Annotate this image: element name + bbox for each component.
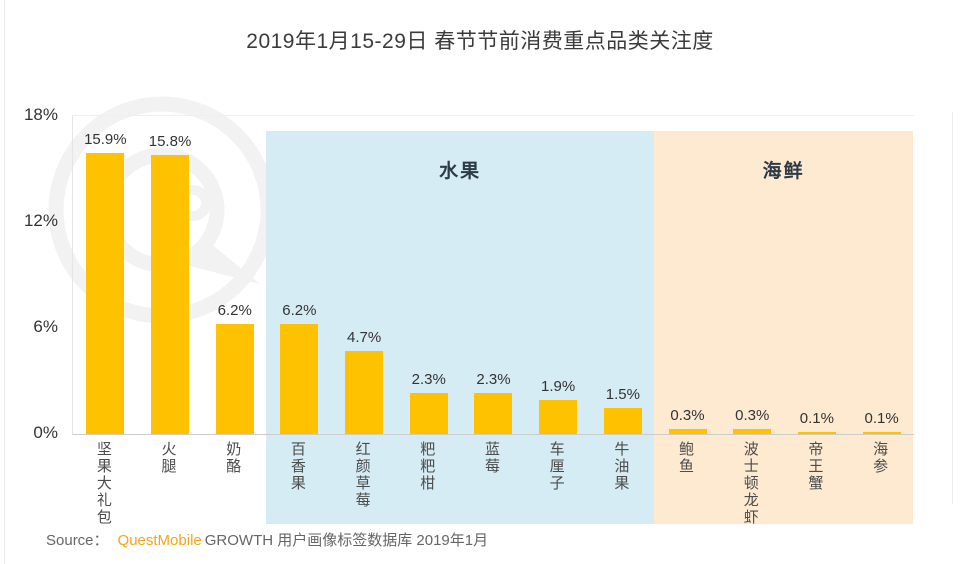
- bar-value-label: 0.1%: [799, 410, 834, 428]
- bar-column: 0.1%: [849, 116, 914, 434]
- category-label: 奶酪: [226, 441, 242, 475]
- category-label-cell: 百香果: [266, 441, 331, 526]
- category-label: 坚果大礼包: [96, 441, 112, 526]
- plot-area: 15.9% 15.8% 6.2% 6.2% 4.7% 2.3% 2.3% 1.9% 1.5% 0.…: [72, 115, 914, 435]
- source-prefix: Source：: [46, 532, 109, 549]
- category-label: 鲍鱼: [679, 441, 695, 475]
- bar-column: 0.1%: [785, 116, 850, 434]
- bar-value-label: 2.3%: [476, 371, 511, 389]
- bar-column: 0.3%: [655, 116, 720, 434]
- region-label: 水果: [439, 161, 482, 182]
- category-label-cell: 海参: [848, 441, 913, 526]
- y-tick-label: 12%: [23, 211, 58, 230]
- source-brand: QuestMobile: [117, 532, 202, 549]
- bar-column: 6.2%: [202, 116, 267, 434]
- bar: [409, 393, 448, 434]
- category-label: 蓝莓: [484, 441, 500, 475]
- plot-right-border: [952, 112, 953, 504]
- category-label-cell: 坚果大礼包: [72, 441, 137, 526]
- category-label: 火腿: [161, 441, 177, 475]
- bar-column: 4.7%: [332, 116, 397, 434]
- bar-column: 6.2%: [267, 116, 332, 434]
- bar-column: 15.8%: [138, 116, 203, 434]
- category-label-cell: 粑粑柑: [395, 441, 460, 526]
- category-label-cell: 火腿: [137, 441, 202, 526]
- bar-value-label: 1.5%: [605, 385, 640, 403]
- bar-column: 2.3%: [461, 116, 526, 434]
- bar: [862, 432, 901, 434]
- category-label-cell: 奶酪: [201, 441, 266, 526]
- bar: [86, 153, 125, 434]
- bar-column: 2.3%: [396, 116, 461, 434]
- source-suffix: GROWTH 用户画像标签数据库 2019年1月: [204, 532, 489, 549]
- bar: [733, 428, 772, 434]
- category-label: 粑粑柑: [420, 441, 436, 492]
- bar: [797, 432, 836, 434]
- bar-value-label: 15.8%: [148, 132, 192, 150]
- bar-column: 0.3%: [720, 116, 785, 434]
- y-tick-label: 6%: [33, 317, 58, 336]
- bar-value-label: 0.3%: [670, 406, 705, 424]
- y-tick-label: 18%: [23, 105, 58, 124]
- bar: [474, 393, 513, 434]
- category-label-cell: 帝王蟹: [784, 441, 849, 526]
- bar-value-label: 4.7%: [346, 328, 382, 346]
- page-left-border: [4, 0, 5, 564]
- category-label-cell: 车厘子: [525, 441, 590, 526]
- bar-value-label: 1.9%: [541, 378, 576, 396]
- bar: [345, 350, 384, 434]
- bar: [151, 154, 190, 434]
- region-band-1: 海鲜: [654, 131, 913, 524]
- bar: [280, 324, 319, 434]
- bar: [539, 400, 578, 434]
- bar-value-label: 6.2%: [217, 302, 252, 320]
- chart-title: 2019年1月15-29日 春节节前消费重点品类关注度: [246, 30, 714, 53]
- bar-value-label: 0.1%: [864, 410, 899, 428]
- bar-value-label: 0.3%: [735, 406, 770, 424]
- y-tick-label: 0%: [33, 423, 58, 442]
- region-label: 海鲜: [762, 161, 805, 182]
- bar-value-label: 2.3%: [411, 371, 446, 389]
- bar: [603, 407, 642, 434]
- category-label: 牛油果: [614, 441, 630, 492]
- bar-column: 1.5%: [591, 116, 656, 434]
- x-axis-labels: 坚果大礼包 火腿 奶酪 百香果 红颜草莓 粑粑柑 蓝莓 车厘子 牛油果 鲍鱼 波士顿龙虾 帝王蟹 海参: [72, 441, 913, 526]
- category-label-cell: 波士顿龙虾: [719, 441, 784, 526]
- category-label-cell: 鲍鱼: [654, 441, 719, 526]
- region-band-0: 水果: [266, 131, 655, 524]
- bar: [668, 428, 707, 434]
- category-label-cell: 红颜草莓: [331, 441, 396, 526]
- category-label: 红颜草莓: [355, 441, 371, 509]
- bar-column: 15.9%: [73, 116, 138, 434]
- bar: [215, 324, 254, 434]
- category-label: 帝王蟹: [808, 441, 824, 492]
- bar-column: 1.9%: [526, 116, 591, 434]
- category-label: 百香果: [290, 441, 306, 492]
- bar-value-label: 6.2%: [282, 302, 317, 320]
- category-label: 海参: [873, 441, 889, 475]
- category-label: 车厘子: [549, 441, 565, 492]
- category-label: 波士顿龙虾: [743, 441, 759, 526]
- category-label-cell: 牛油果: [590, 441, 655, 526]
- bar-value-label: 15.9%: [84, 131, 127, 149]
- category-label-cell: 蓝莓: [460, 441, 525, 526]
- source-line: Source： QuestMobile GROWTH 用户画像标签数据库 2019年…: [46, 529, 488, 550]
